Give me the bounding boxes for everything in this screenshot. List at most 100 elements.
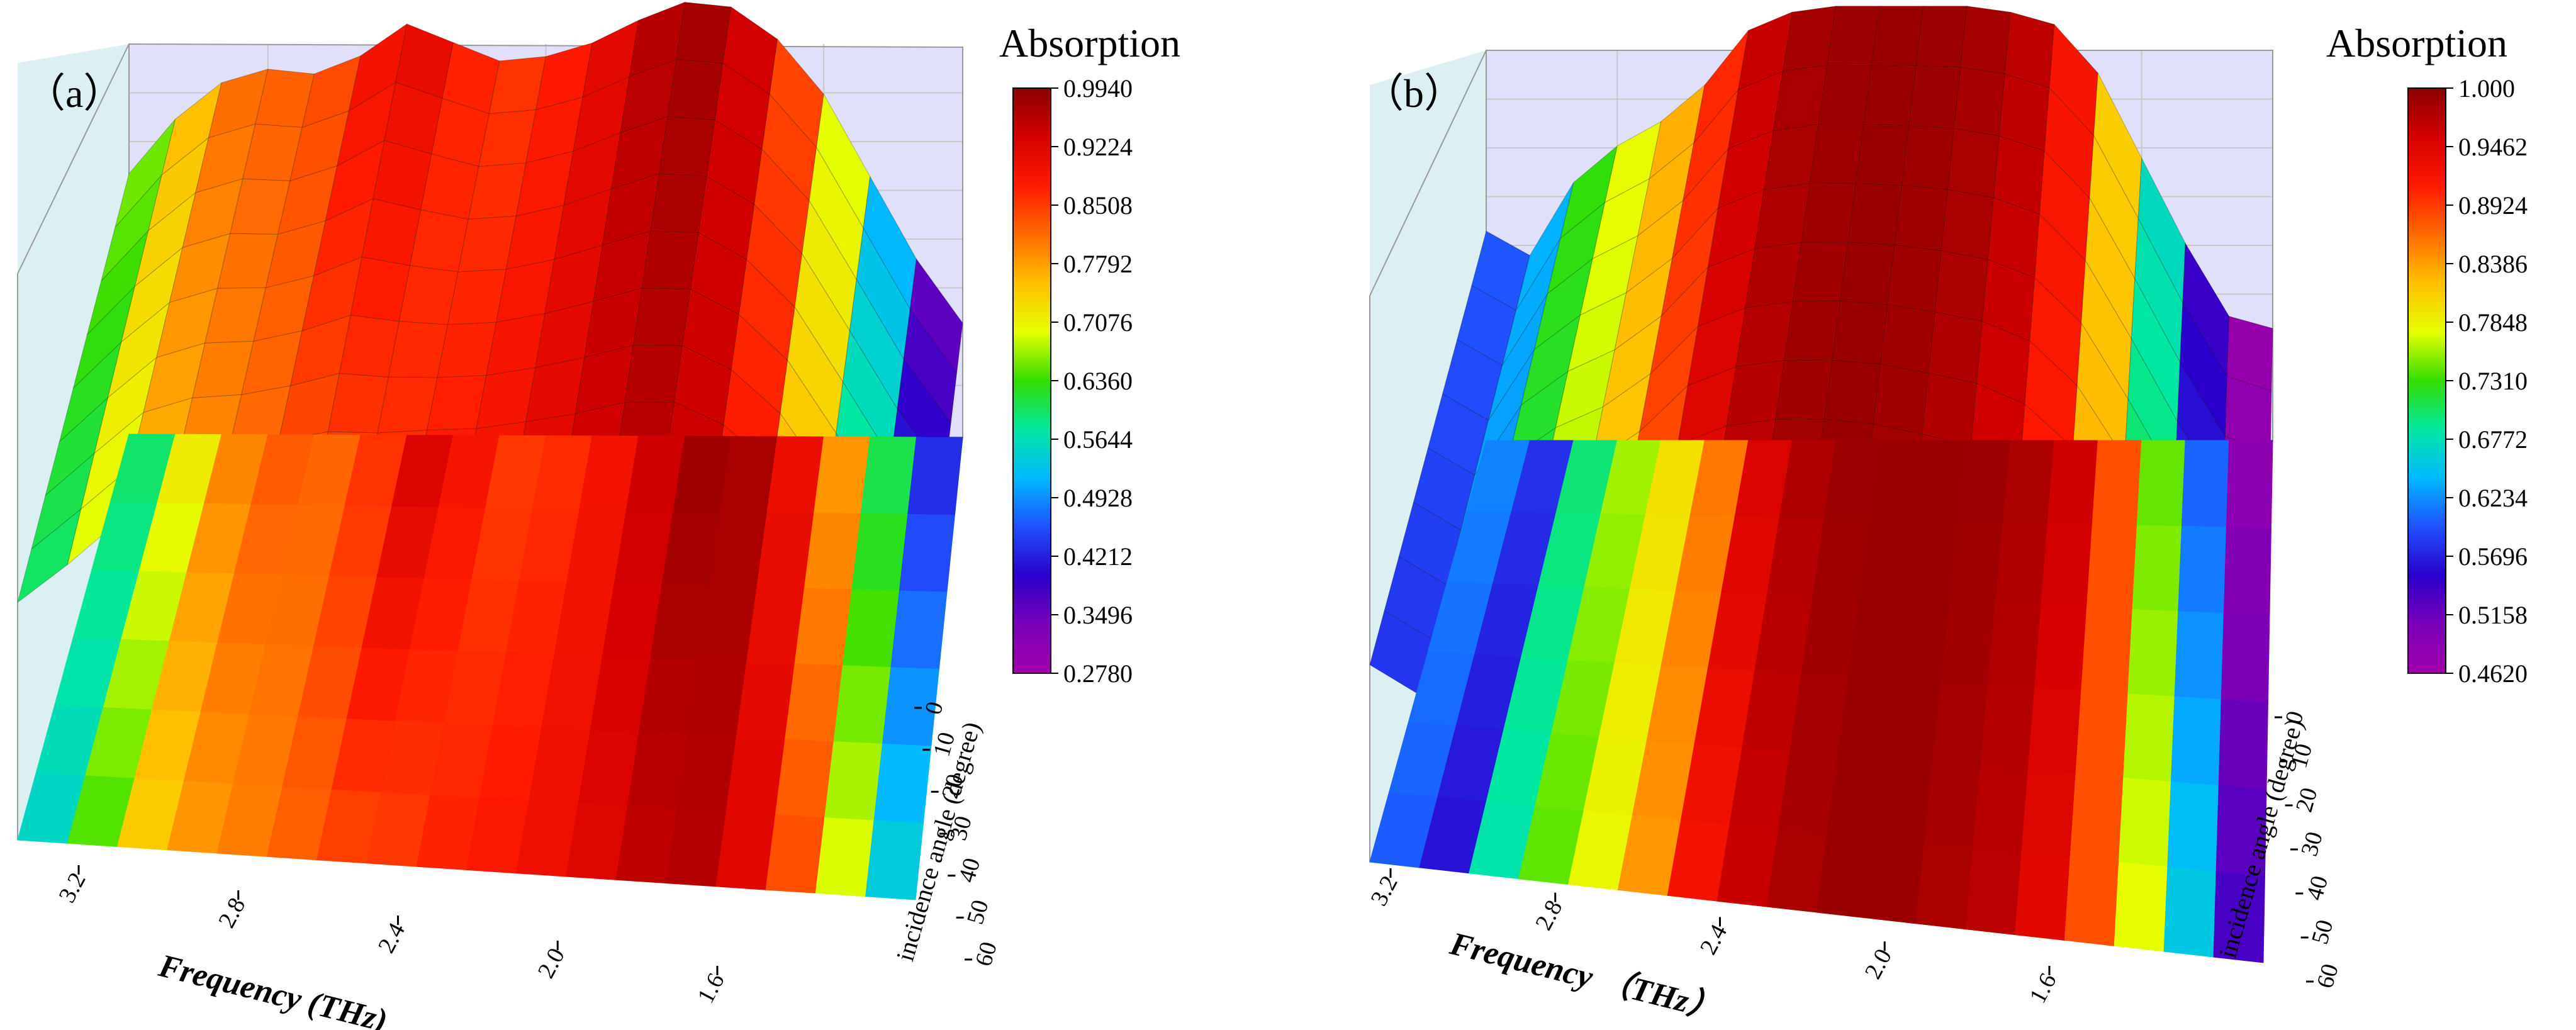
colorbar-tick-label: 0.4620: [2458, 659, 2528, 688]
y-tick-label: 40: [953, 855, 985, 885]
floor-cell: [1980, 684, 2036, 771]
floor-cell: [1965, 847, 2022, 936]
surface-cell: [1775, 359, 1833, 420]
panel-a: 3.2 2.8 2.4 2.0 1.6 0 10 20 30 40 50 60 （a） Absorpt…: [17, 1, 1180, 1030]
floor-cell: [785, 663, 844, 742]
top-edge: [1369, 50, 1487, 296]
floor-cell: [2064, 856, 2120, 946]
floor-cell: [2002, 440, 2055, 523]
x-tick-label: 2.0: [533, 944, 570, 983]
surface-cell: [1894, 184, 1949, 251]
surface-cell: [2004, 11, 2055, 88]
floor-cell: [860, 436, 917, 514]
floor-cell: [824, 741, 883, 820]
surface-cell: [1879, 304, 1935, 374]
surface-cell: [1809, 123, 1864, 184]
floor-cell: [907, 437, 963, 515]
surface-cell: [658, 116, 715, 177]
floor-cell: [2170, 695, 2222, 785]
colorbar-title: Absorption: [999, 21, 1180, 65]
colorbar-tick-label: 0.5696: [2458, 542, 2528, 571]
floor-cell: [2174, 610, 2224, 700]
floor-cell: [1903, 519, 1959, 602]
floor-cell: [2075, 690, 2129, 778]
colorbar-tick-label: 0.8508: [1063, 191, 1133, 220]
x-tick-label: 2.8: [1530, 896, 1567, 935]
floor-cell: [2047, 440, 2098, 524]
floor-cell: [1924, 762, 1981, 848]
colorbar-title: Absorption: [2326, 21, 2507, 65]
x-axis-title: Frequency (THz): [155, 948, 391, 1030]
panel-label: （a）: [25, 71, 123, 116]
floor-cell: [2092, 440, 2142, 525]
surface-cell: [1818, 64, 1873, 125]
colorbar-tick-label: 0.9224: [1063, 133, 1133, 161]
floor-cell: [1940, 601, 1996, 685]
floor-cell: [1875, 758, 1934, 844]
colorbar-tick-label: 0.2780: [1063, 659, 1133, 688]
floor-cell: [2114, 861, 2168, 952]
colorbar-tick-label: 0.7792: [1063, 250, 1133, 278]
y-tick-label: 60: [970, 939, 1002, 969]
surface-cell: [1726, 360, 1785, 427]
surface-cell: [1827, 6, 1880, 66]
floor-cell: [899, 513, 956, 592]
y-tick-label: 20: [2291, 785, 2323, 815]
surface-cell: [1783, 300, 1841, 361]
floor-cell: [833, 664, 892, 744]
x-tick-label: 1.6: [692, 969, 729, 1008]
floor-cell: [2220, 612, 2270, 702]
y-tick-label: 60: [2312, 961, 2344, 991]
floor-cell: [1816, 833, 1876, 919]
colorbar: [1012, 87, 1051, 674]
floor-cell: [2041, 522, 2093, 608]
floor-cell: [1949, 520, 2003, 604]
floor-cell: [2136, 440, 2186, 526]
colorbar-tick-label: 0.5644: [1063, 425, 1133, 454]
floor-cell: [2226, 440, 2273, 528]
floor-cell: [2021, 770, 2076, 858]
floor-cell: [814, 436, 871, 513]
surface-cell: [641, 230, 699, 289]
floor-cell: [2123, 693, 2175, 782]
floor-cell: [2119, 777, 2172, 867]
surface-cell: [1839, 242, 1895, 305]
colorbar-tick-label: 0.8386: [2458, 250, 2528, 278]
surface-cell: [1928, 311, 1983, 384]
floor-cell: [746, 586, 805, 664]
colorbar-tick-label: 0.9940: [1063, 74, 1133, 103]
surface-cell: [1871, 6, 1924, 67]
floor-cell: [843, 588, 900, 668]
floor-cell: [666, 808, 727, 887]
floor-cell: [2034, 605, 2088, 691]
floor-cell: [804, 512, 861, 590]
floor-cell: [1932, 681, 1989, 767]
floor-cell: [1973, 766, 2029, 853]
floor-cell: [1837, 676, 1895, 759]
floor-cell: [2081, 607, 2133, 694]
floor-cell: [725, 736, 786, 815]
surface-cell: [1801, 182, 1857, 243]
surface-cell: [1960, 6, 2011, 75]
floor-cell: [2163, 866, 2217, 958]
surface-cell: [1908, 65, 1961, 129]
surface-cell: [650, 173, 707, 233]
x-tick-label: 2.4: [1695, 920, 1732, 959]
surface-cell: [1922, 372, 1978, 446]
surface-cell: [909, 258, 963, 374]
surface-cell: [1954, 67, 2005, 137]
colorbar-tick-label: 0.4212: [1063, 542, 1133, 571]
floor-cell: [890, 590, 948, 669]
floor-cell: [1987, 603, 2042, 688]
surface-cell: [2226, 315, 2273, 391]
colorbar-tick-label: 0.4928: [1063, 484, 1133, 512]
floor-cell: [1957, 440, 2011, 522]
surface-cell: [1901, 125, 1955, 190]
surface-cell: [1847, 182, 1903, 245]
floor-cell: [794, 587, 853, 666]
surface-cell: [1735, 301, 1793, 367]
top-edge: [17, 43, 130, 274]
panel-label: （b）: [1364, 71, 1464, 116]
